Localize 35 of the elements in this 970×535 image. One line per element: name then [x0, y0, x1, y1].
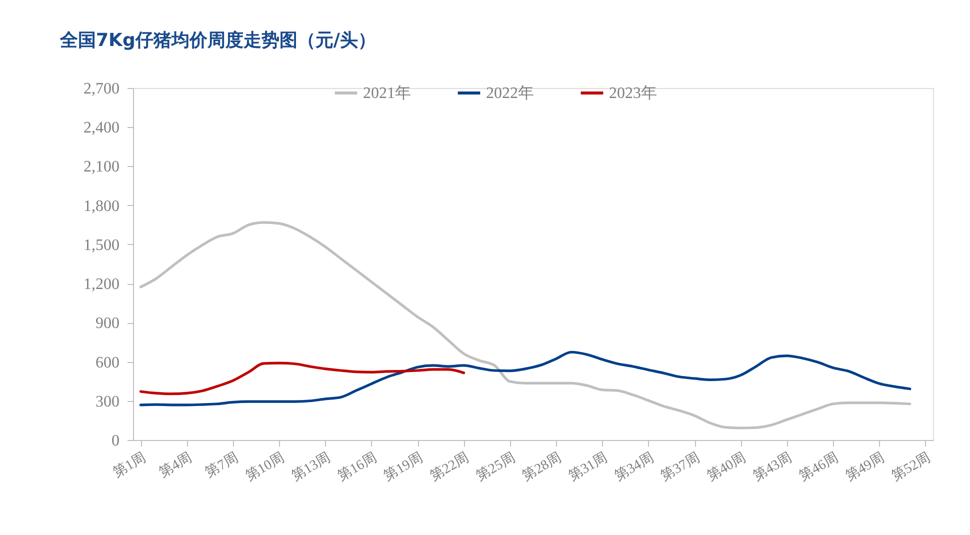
- y-tick-label: 2,700: [84, 80, 120, 98]
- x-tick-label: 第25周: [474, 450, 518, 484]
- x-tick-label: 第1周: [110, 450, 149, 481]
- y-tick-label: 0: [112, 432, 120, 450]
- y-tick-label: 300: [96, 393, 120, 410]
- x-tick-label: 第37周: [658, 450, 703, 484]
- x-tick-label: 第31周: [566, 450, 610, 484]
- y-tick-label: 1,200: [84, 276, 120, 294]
- x-tick-label: 第40周: [704, 450, 749, 484]
- x-tick-label: 第19周: [381, 450, 426, 484]
- x-tick-label: 第22周: [427, 450, 472, 484]
- y-tick-label: 2,400: [84, 120, 120, 137]
- x-tick-label: 第4周: [156, 450, 195, 481]
- x-tick-label: 第13周: [288, 450, 334, 484]
- y-tick-label: 900: [96, 315, 120, 332]
- chart-title: 全国7Kg仔猪均价周度走势图（元/头）: [59, 30, 376, 51]
- x-tick-label: 第52周: [888, 450, 934, 484]
- line-series: [139, 362, 466, 396]
- x-tick-label: 第46周: [796, 450, 841, 484]
- y-tick-label: 1,500: [84, 236, 120, 254]
- y-tick-label: 1,800: [84, 198, 120, 215]
- x-tick-label: 第34周: [612, 450, 656, 484]
- x-tick-label: 第28周: [520, 450, 564, 484]
- y-tick-label: 2,100: [84, 158, 120, 176]
- x-tick-label: 第43周: [750, 450, 795, 484]
- x-tick-label: 第49周: [842, 450, 888, 484]
- x-tick-label: 第10周: [242, 450, 288, 484]
- x-tick-label: 第16周: [335, 450, 380, 484]
- legend-label: 2022年: [486, 85, 534, 102]
- line-series: [139, 350, 912, 406]
- x-tick-label: 第7周: [202, 450, 241, 481]
- legend-label: 2023年: [609, 85, 657, 102]
- legend-label: 2021年: [363, 85, 411, 102]
- line-series: [139, 221, 912, 430]
- y-tick-label: 600: [96, 354, 120, 372]
